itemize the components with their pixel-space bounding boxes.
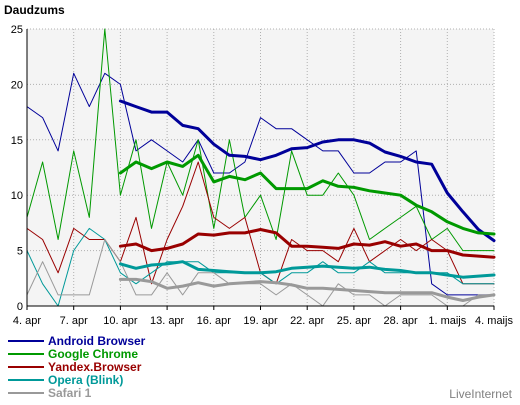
x-tick-label: 28. apr: [383, 315, 418, 327]
x-tick-labels: 4. apr 7. apr 10. apr 13. apr 16. apr 19. apr…: [13, 315, 514, 327]
legend-label: Google Chrome: [48, 347, 138, 361]
x-tick-label: 13. apr: [150, 315, 185, 327]
safari-1-trend-line: [118, 277, 496, 302]
x-tick-label: 16. apr: [197, 315, 232, 327]
y-tick-label: 20: [11, 79, 23, 91]
y-axis-title: Daudzums: [4, 3, 65, 17]
x-tick-label: 10. apr: [103, 315, 138, 327]
y-tick-label: 0: [17, 301, 23, 313]
android-browser-trend-line: [118, 99, 496, 243]
google-chrome-trend-line: [118, 153, 496, 236]
y-tick-label: 25: [11, 24, 23, 36]
y-tick-label: 5: [17, 246, 23, 258]
safari-1-daily-line: [26, 239, 495, 307]
y-tick-labels: 0 5 10 15 20 25: [11, 24, 23, 313]
y-tick-label: 15: [11, 135, 23, 147]
trend-series-lines: [118, 99, 496, 302]
legend-label: Safari 1: [48, 386, 92, 400]
legend-label: Opera (Blink): [48, 373, 123, 387]
x-tick-label: 25. apr: [337, 315, 372, 327]
x-tick-label: 22. apr: [290, 315, 325, 327]
x-tick-label: 4. apr: [13, 315, 41, 327]
yandex-browser-trend-line: [118, 228, 496, 259]
x-tick-label: 19. apr: [243, 315, 278, 327]
x-tick-label: 1. maijs: [428, 315, 466, 327]
legend-label: Yandex.Browser: [48, 360, 142, 374]
x-tick-label: 4. maijs: [475, 315, 513, 327]
opera-blink-trend-line: [118, 260, 496, 279]
y-tick-label: 10: [11, 190, 23, 202]
axes: [26, 29, 495, 310]
legend-label: Android Browser: [48, 334, 146, 348]
x-tick-label: 7. apr: [60, 315, 88, 327]
android-browser-daily-line: [26, 72, 495, 296]
credit-label: LiveInternet: [449, 387, 512, 401]
